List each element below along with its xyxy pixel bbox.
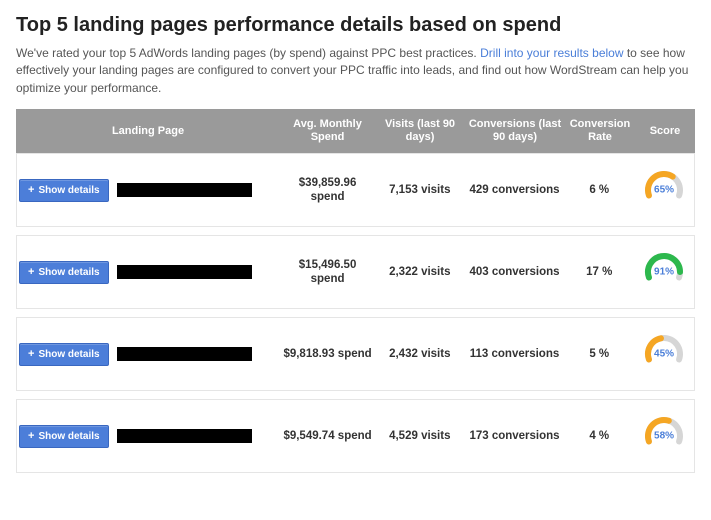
score-gauge: 58% <box>644 416 684 456</box>
show-details-button[interactable]: + Show details <box>19 343 109 366</box>
plus-icon: + <box>28 185 34 196</box>
cell-conversions: 113 conversions <box>465 348 565 360</box>
cell-spend: $15,496.50 spend <box>280 258 375 287</box>
cell-spend: $9,818.93 spend <box>280 347 375 361</box>
show-details-button[interactable]: + Show details <box>19 261 109 284</box>
cell-spend: $9,549.74 spend <box>280 429 375 443</box>
plus-icon: + <box>28 267 34 278</box>
cell-spend: $39,859.96 spend <box>280 176 375 205</box>
cell-landing: + Show details <box>17 425 280 448</box>
show-details-button[interactable]: + Show details <box>19 425 109 448</box>
cell-conversions: 403 conversions <box>465 266 565 278</box>
col-header-visits: Visits (last 90 days) <box>375 114 465 148</box>
score-label: 65% <box>654 185 674 196</box>
cell-score: 58% <box>634 416 694 456</box>
show-details-label: Show details <box>38 349 99 360</box>
cell-score: 45% <box>634 334 694 374</box>
landing-page-redacted <box>117 183 252 197</box>
cell-landing: + Show details <box>17 261 280 284</box>
col-header-score: Score <box>635 121 695 142</box>
cell-rate: 5 % <box>564 348 634 360</box>
cell-rate: 4 % <box>564 430 634 442</box>
cell-visits: 2,432 visits <box>375 348 465 360</box>
col-header-rate: Conversion Rate <box>565 114 635 148</box>
table-row: + Show details $9,549.74 spend 4,529 vis… <box>16 399 695 473</box>
plus-icon: + <box>28 349 34 360</box>
cell-visits: 4,529 visits <box>375 430 465 442</box>
intro-text: We've rated your top 5 AdWords landing p… <box>16 45 695 97</box>
score-gauge: 45% <box>644 334 684 374</box>
col-header-landing: Landing Page <box>16 121 280 142</box>
landing-page-redacted <box>117 347 252 361</box>
intro-pre: We've rated your top 5 AdWords landing p… <box>16 46 480 60</box>
score-gauge: 65% <box>644 170 684 210</box>
score-gauge: 91% <box>644 252 684 292</box>
table-header: Landing Page Avg. Monthly Spend Visits (… <box>16 109 695 153</box>
score-label: 91% <box>654 267 674 278</box>
score-label: 45% <box>654 349 674 360</box>
show-details-label: Show details <box>38 185 99 196</box>
landing-page-redacted <box>117 265 252 279</box>
cell-visits: 7,153 visits <box>375 184 465 196</box>
show-details-label: Show details <box>38 431 99 442</box>
cell-landing: + Show details <box>17 343 280 366</box>
cell-rate: 6 % <box>564 184 634 196</box>
intro-link[interactable]: Drill into your results below <box>480 46 623 60</box>
score-label: 58% <box>654 431 674 442</box>
landing-page-redacted <box>117 429 252 443</box>
show-details-button[interactable]: + Show details <box>19 179 109 202</box>
table-row: + Show details $39,859.96 spend 7,153 vi… <box>16 153 695 227</box>
show-details-label: Show details <box>38 267 99 278</box>
cell-score: 91% <box>634 252 694 292</box>
cell-landing: + Show details <box>17 179 280 202</box>
table-rows: + Show details $39,859.96 spend 7,153 vi… <box>16 153 695 473</box>
col-header-conversions: Conversions (last 90 days) <box>465 114 565 148</box>
cell-conversions: 173 conversions <box>465 430 565 442</box>
page-title: Top 5 landing pages performance details … <box>16 14 695 37</box>
table-row: + Show details $15,496.50 spend 2,322 vi… <box>16 235 695 309</box>
cell-visits: 2,322 visits <box>375 266 465 278</box>
plus-icon: + <box>28 431 34 442</box>
col-header-spend: Avg. Monthly Spend <box>280 114 375 148</box>
table-row: + Show details $9,818.93 spend 2,432 vis… <box>16 317 695 391</box>
cell-conversions: 429 conversions <box>465 184 565 196</box>
cell-score: 65% <box>634 170 694 210</box>
cell-rate: 17 % <box>564 266 634 278</box>
